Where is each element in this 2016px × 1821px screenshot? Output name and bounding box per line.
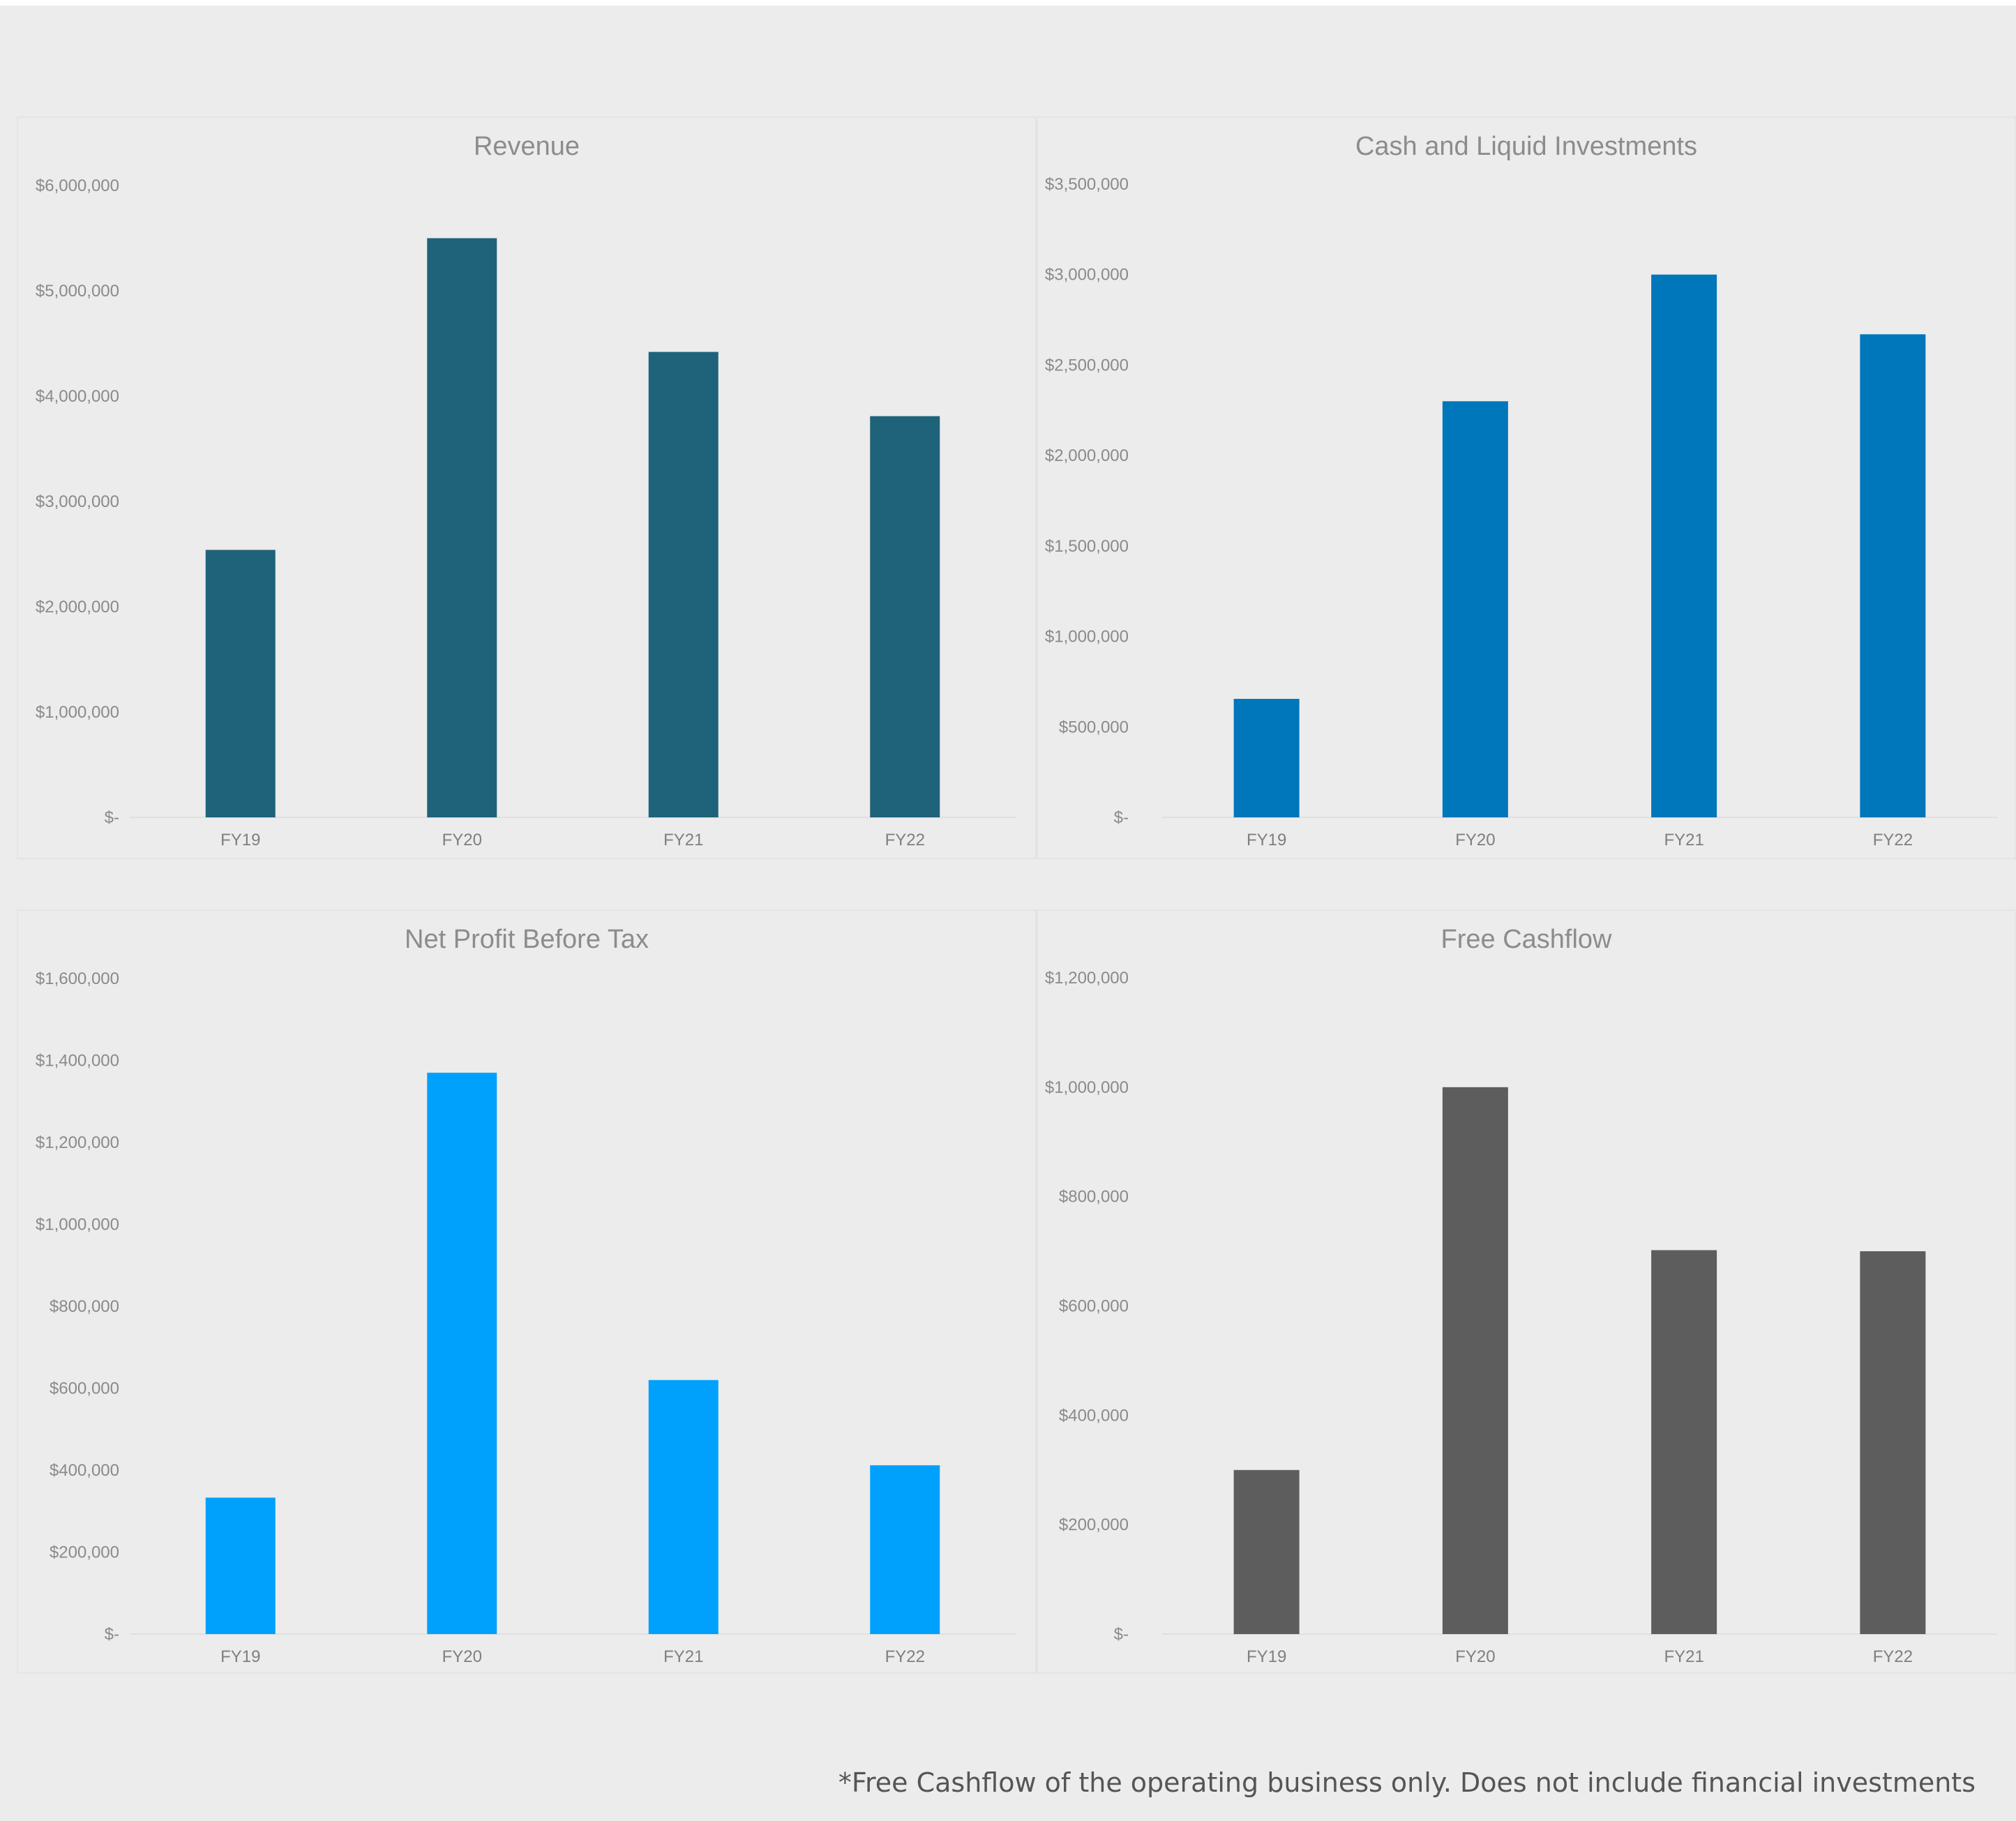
revenue-y-tick-label: $6,000,000 xyxy=(36,176,119,195)
free-cashflow-y-tick-label: $600,000 xyxy=(1059,1297,1129,1316)
free-cashflow-chart-panel: Free Cashflow $- $200,000 $400,000 $600,000… xyxy=(1037,909,2016,1674)
net-profit-y-tick-label: $1,000,000 xyxy=(36,1216,119,1234)
cash-category-label: FY21 xyxy=(1664,831,1703,849)
net-profit-y-tick-label: $1,400,000 xyxy=(36,1052,119,1071)
cash-y-tick-label: $- xyxy=(1114,808,1129,827)
free-cashflow-bar-fy19 xyxy=(1233,1469,1300,1634)
net-profit-y-tick-label: $1,600,000 xyxy=(36,969,119,988)
revenue-category-label: FY19 xyxy=(220,831,260,849)
net-profit-chart: $- $200,000 $400,000 $600,000 $800,000 $1,000… xyxy=(36,969,1016,1666)
revenue-y-tick-label: $- xyxy=(105,808,119,827)
net-profit-category-label: FY19 xyxy=(220,1647,260,1666)
revenue-chart-panel: Revenue $- $1,000,000 $2,000,000 $3,000,000… xyxy=(17,116,1037,859)
revenue-bar-fy22 xyxy=(870,416,940,817)
revenue-category-label: FY20 xyxy=(442,831,482,849)
cash-y-tick-label: $500,000 xyxy=(1059,718,1129,736)
cash-y-tick-label: $1,500,000 xyxy=(1045,537,1129,556)
net-profit-category-label: FY20 xyxy=(442,1647,482,1666)
free-cashflow-category-label: FY22 xyxy=(1873,1647,1913,1666)
free-cashflow-category-label: FY20 xyxy=(1455,1647,1495,1666)
cash-category-label: FY20 xyxy=(1455,831,1495,849)
cash-bar-fy20 xyxy=(1442,401,1508,817)
revenue-y-tick-label: $4,000,000 xyxy=(36,387,119,406)
net-profit-y-tick-label: $200,000 xyxy=(50,1543,119,1562)
footnote: *Free Cashflow of the operating business… xyxy=(838,1767,1976,1798)
revenue-chart-title: Revenue xyxy=(473,132,580,161)
free-cashflow-chart-title: Free Cashflow xyxy=(1440,925,1612,954)
free-cashflow-y-tick-label: $800,000 xyxy=(1059,1188,1129,1207)
free-cashflow-y-tick-label: $1,000,000 xyxy=(1045,1078,1129,1097)
revenue-y-tick-label: $2,000,000 xyxy=(36,598,119,617)
free-cashflow-chart: $- $200,000 $400,000 $600,000 $800,000 $1,000… xyxy=(1045,969,1997,1666)
cash-chart-panel: Cash and Liquid Investments $- $500,000 $1… xyxy=(1037,116,2016,859)
revenue-category-label: FY22 xyxy=(885,831,925,849)
free-cashflow-category-label: FY21 xyxy=(1664,1647,1703,1666)
net-profit-bar-fy22 xyxy=(870,1465,940,1634)
net-profit-bar-fy20 xyxy=(427,1073,497,1634)
free-cashflow-bar-fy22 xyxy=(1860,1251,1926,1634)
net-profit-category-label: FY21 xyxy=(663,1647,703,1666)
revenue-category-label: FY21 xyxy=(663,831,703,849)
cash-y-tick-label: $2,000,000 xyxy=(1045,446,1129,465)
revenue-bar-fy21 xyxy=(648,352,719,818)
cash-category-label: FY22 xyxy=(1873,831,1913,849)
cash-category-label: FY19 xyxy=(1247,831,1286,849)
cash-bar-fy22 xyxy=(1860,334,1926,818)
free-cashflow-y-tick-label: $1,200,000 xyxy=(1045,969,1129,988)
free-cashflow-bar-fy21 xyxy=(1651,1250,1717,1634)
net-profit-y-tick-label: $400,000 xyxy=(50,1461,119,1480)
free-cashflow-y-tick-label: $- xyxy=(1114,1625,1129,1644)
free-cashflow-bar-fy20 xyxy=(1442,1087,1508,1634)
cash-chart: $- $500,000 $1,000,000 $1,500,000 $2,000,000… xyxy=(1045,175,1997,849)
net-profit-bar-fy21 xyxy=(648,1380,719,1634)
cash-bar-fy19 xyxy=(1233,699,1300,817)
revenue-chart: $- $1,000,000 $2,000,000 $3,000,000 $4,000,0… xyxy=(36,176,1016,849)
net-profit-y-tick-label: $1,200,000 xyxy=(36,1133,119,1152)
free-cashflow-category-label: FY19 xyxy=(1247,1647,1286,1666)
cash-y-tick-label: $2,500,000 xyxy=(1045,356,1129,375)
cash-chart-title: Cash and Liquid Investments xyxy=(1355,132,1698,161)
cash-bar-fy21 xyxy=(1651,274,1717,817)
cash-y-tick-label: $3,000,000 xyxy=(1045,266,1129,285)
revenue-bar-fy19 xyxy=(205,550,276,817)
revenue-y-tick-label: $3,000,000 xyxy=(36,492,119,511)
net-profit-y-tick-label: $- xyxy=(105,1625,119,1644)
net-profit-category-label: FY22 xyxy=(885,1647,925,1666)
revenue-y-tick-label: $5,000,000 xyxy=(36,282,119,301)
cash-y-tick-label: $3,500,000 xyxy=(1045,175,1129,194)
free-cashflow-y-tick-label: $200,000 xyxy=(1059,1516,1129,1534)
net-profit-chart-panel: Net Profit Before Tax $- $200,000 $400,000… xyxy=(17,909,1037,1674)
net-profit-bar-fy19 xyxy=(205,1497,276,1634)
net-profit-y-tick-label: $600,000 xyxy=(50,1380,119,1398)
revenue-bar-fy20 xyxy=(427,238,497,817)
net-profit-chart-title: Net Profit Before Tax xyxy=(405,925,649,954)
cash-y-tick-label: $1,000,000 xyxy=(1045,628,1129,647)
net-profit-y-tick-label: $800,000 xyxy=(50,1297,119,1316)
revenue-y-tick-label: $1,000,000 xyxy=(36,703,119,722)
free-cashflow-y-tick-label: $400,000 xyxy=(1059,1406,1129,1425)
